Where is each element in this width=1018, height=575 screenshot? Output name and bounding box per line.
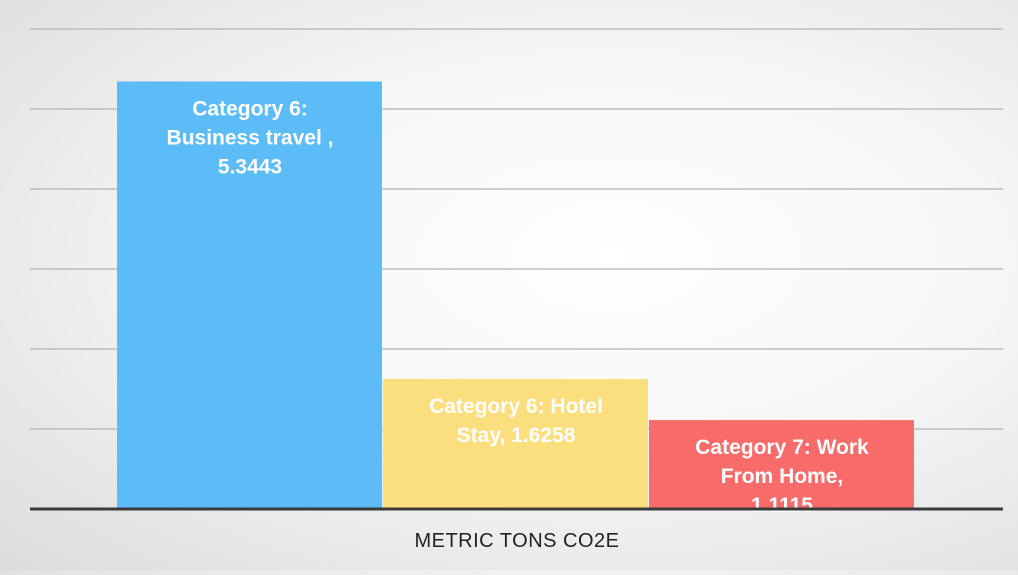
bars [117,81,914,510]
bar [649,420,914,509]
bar [117,81,382,510]
data-label: Category 6: Hotel Stay, 1.6258 [429,395,603,447]
data-label: Category 6: Business travel , 5.3443 [167,97,334,178]
data-labels: Category 6: Business travel , 5.3443 Catego… [167,97,870,517]
x-axis-label: METRIC TONS CO2E [414,530,619,552]
data-label: Category 7: Work From Home, 1.1115 [695,436,869,517]
bar [383,378,648,509]
